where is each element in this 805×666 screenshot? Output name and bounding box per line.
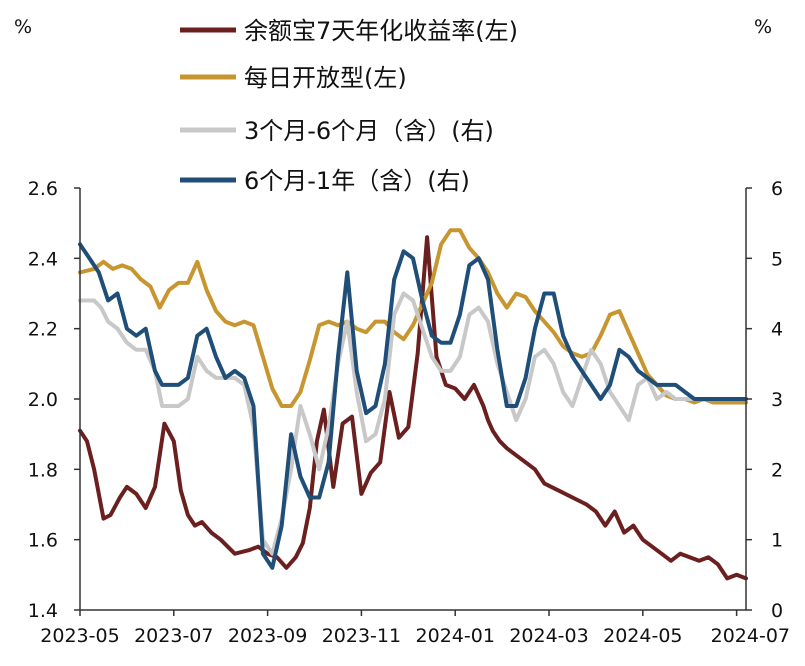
series-line-2 <box>78 291 748 556</box>
y-right-tick-label: 4 <box>771 319 783 341</box>
legend-label-0: 余额宝7天年化收益率(左) <box>244 17 518 45</box>
y-right-tick-label: 5 <box>771 248 783 270</box>
x-tick-label: 2023-11 <box>322 625 401 647</box>
y-left-tick-label: 1.8 <box>28 459 58 481</box>
ticks: 1.4 1.6 1.8 2.0 2.2 2.4 2.6 0 1 2 3 4 5 6 2023-05 2023-… <box>28 178 790 647</box>
x-tick-label: 2023-05 <box>40 625 119 647</box>
right-axis-unit: % <box>754 16 772 38</box>
legend-label-1: 每日开放型(左) <box>244 64 407 92</box>
y-right-tick-label: 3 <box>771 389 783 411</box>
legend-label-2: 3个月-6个月（含）(右) <box>244 117 494 145</box>
legend: 余额宝7天年化收益率(左) 每日开放型(左) 3个月-6个月（含）(右) 6个月-1年… <box>180 17 518 195</box>
y-right-tick-label: 1 <box>771 530 783 552</box>
y-left-tick-label: 1.4 <box>28 600 58 622</box>
y-left-tick-label: 1.6 <box>28 530 58 552</box>
y-left-tick-label: 2.6 <box>28 178 58 200</box>
y-right-tick-label: 6 <box>771 178 783 200</box>
y-left-tick-label: 2.2 <box>28 319 58 341</box>
x-tick-label: 2024-07 <box>711 625 790 647</box>
series-layer <box>78 228 748 581</box>
series-line-1 <box>78 228 748 408</box>
series-line-3 <box>78 242 748 570</box>
y-left-tick-label: 2.4 <box>28 248 58 270</box>
x-tick-label: 2024-01 <box>416 625 495 647</box>
y-right-tick-label: 0 <box>771 600 783 622</box>
x-tick-label: 2024-03 <box>509 625 588 647</box>
y-right-tick-label: 2 <box>771 459 783 481</box>
x-tick-label: 2023-07 <box>134 625 213 647</box>
series-line-0 <box>78 235 748 581</box>
x-tick-label: 2024-05 <box>603 625 682 647</box>
left-axis-unit: % <box>14 16 32 38</box>
x-tick-label: 2023-09 <box>228 625 307 647</box>
y-left-tick-label: 2.0 <box>28 389 58 411</box>
legend-label-3: 6个月-1年（含）(右) <box>244 167 470 195</box>
